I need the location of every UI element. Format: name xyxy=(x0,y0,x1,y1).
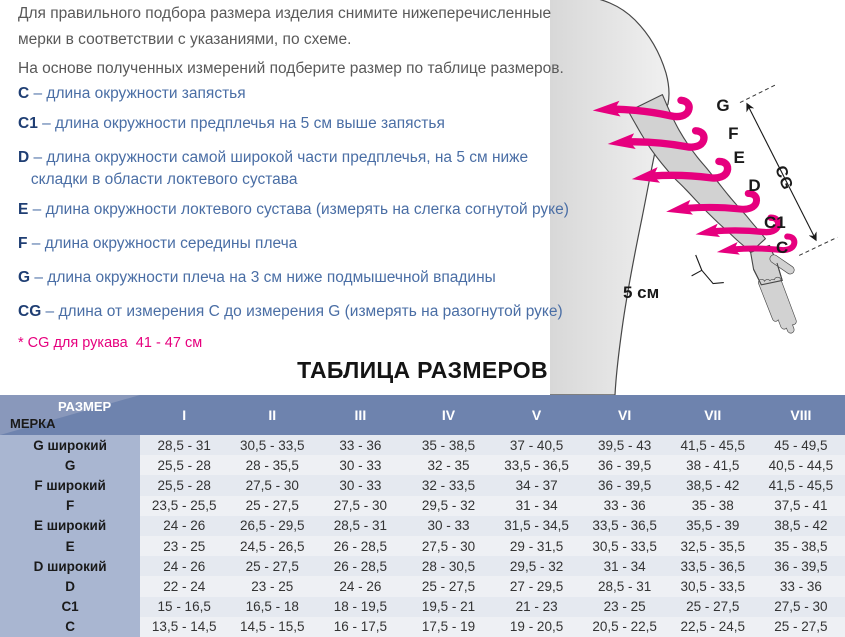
svg-text:D: D xyxy=(748,176,760,195)
svg-text:C1: C1 xyxy=(764,213,786,232)
svg-text:5 см: 5 см xyxy=(623,283,659,302)
svg-text:C: C xyxy=(776,238,788,257)
svg-text:G: G xyxy=(716,96,729,115)
svg-text:E: E xyxy=(734,148,745,167)
svg-text:F: F xyxy=(728,124,738,143)
svg-text:CG: CG xyxy=(771,164,795,192)
